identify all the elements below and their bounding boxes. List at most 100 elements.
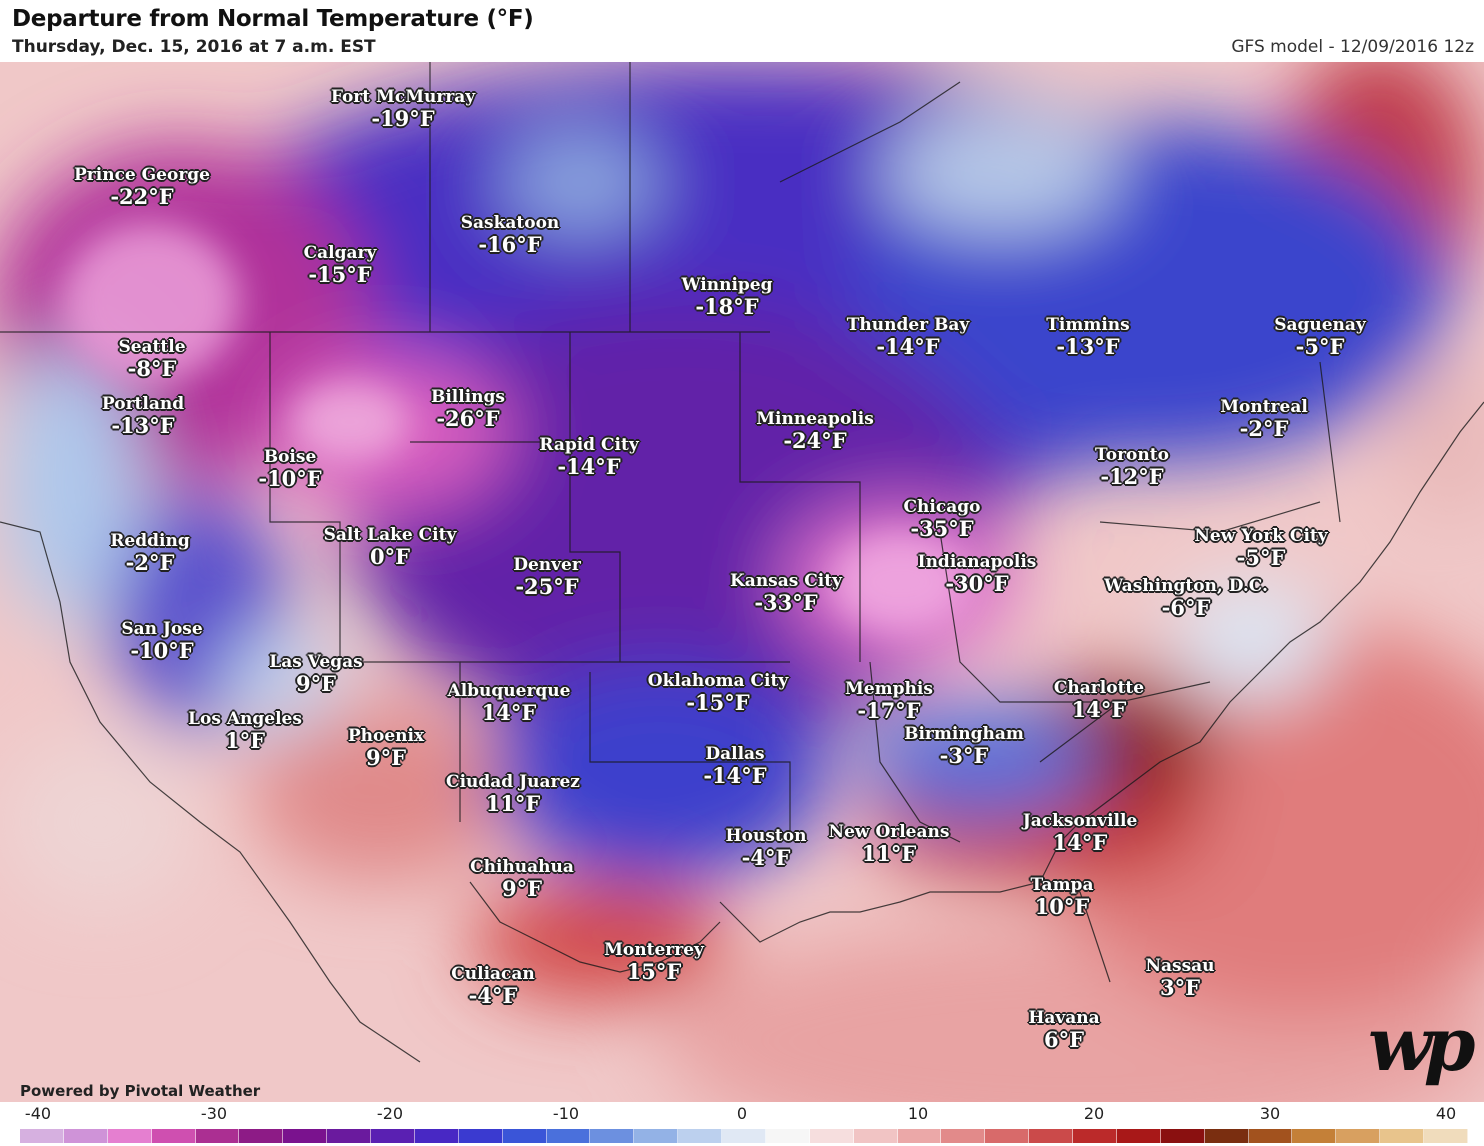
temperature-anomaly-value: -24°F bbox=[783, 428, 847, 453]
scale-tick-label: 0 bbox=[736, 1104, 748, 1123]
temperature-anomaly-value: -3°F bbox=[939, 743, 989, 768]
temperature-anomaly-value: -22°F bbox=[110, 184, 174, 209]
city-label: Montreal -2°F bbox=[1220, 398, 1308, 441]
temperature-anomaly-value: -4°F bbox=[741, 845, 791, 870]
city-label: Billings -26°F bbox=[431, 388, 505, 431]
scale-swatch bbox=[1073, 1129, 1117, 1143]
city-label: San Jose -10°F bbox=[121, 620, 202, 663]
scale-swatch bbox=[1204, 1129, 1249, 1143]
city-name: Ciudad Juarez bbox=[446, 772, 580, 792]
scale-swatch bbox=[1160, 1129, 1205, 1143]
city-label: Los Angeles 1°F bbox=[188, 710, 302, 753]
map-title: Departure from Normal Temperature (°F) bbox=[12, 6, 534, 32]
city-name: Rapid City bbox=[539, 435, 639, 455]
city-name: Kansas City bbox=[730, 571, 842, 591]
scale-swatch bbox=[239, 1129, 284, 1143]
city-name: Thunder Bay bbox=[846, 315, 970, 335]
city-label: Monterrey 15°F bbox=[604, 941, 704, 984]
city-name: Birmingham bbox=[904, 724, 1024, 744]
city-label: Portland -13°F bbox=[102, 395, 184, 438]
city-name: San Jose bbox=[121, 619, 203, 639]
powered-by-credit: Powered by Pivotal Weather bbox=[20, 1082, 261, 1100]
city-name: Calgary bbox=[303, 243, 377, 263]
temperature-anomaly-value: -25°F bbox=[515, 574, 579, 599]
city-label: Las Vegas 9°F bbox=[269, 653, 362, 696]
map-header: Departure from Normal Temperature (°F) T… bbox=[0, 0, 1484, 62]
city-name: Saguenay bbox=[1274, 315, 1366, 335]
temperature-anomaly-value: -15°F bbox=[308, 262, 372, 287]
city-name: Redding bbox=[110, 531, 190, 551]
city-label: Ciudad Juarez 11°F bbox=[446, 773, 580, 816]
scale-swatch bbox=[1292, 1129, 1337, 1143]
scale-tick-label: -20 bbox=[376, 1104, 404, 1123]
color-scale-bar bbox=[20, 1129, 1468, 1143]
scale-swatch bbox=[722, 1129, 766, 1143]
city-name: Denver bbox=[513, 555, 581, 575]
scale-swatch bbox=[809, 1129, 854, 1143]
city-name: Toronto bbox=[1095, 445, 1169, 465]
scale-swatch bbox=[283, 1129, 328, 1143]
city-label: Houston -4°F bbox=[726, 827, 807, 870]
temperature-anomaly-value: -10°F bbox=[258, 466, 322, 491]
city-name: Montreal bbox=[1220, 397, 1308, 417]
scale-swatch bbox=[1116, 1129, 1161, 1143]
color-scale-legend: -40 -30 -20 -10 0 10 20 30 40 bbox=[0, 1102, 1484, 1146]
city-name: Los Angeles bbox=[188, 709, 302, 729]
temperature-anomaly-value: -2°F bbox=[1239, 416, 1289, 441]
temperature-anomaly-value: -13°F bbox=[111, 413, 175, 438]
temperature-anomaly-value: -14°F bbox=[703, 763, 767, 788]
temperature-anomaly-value: 14°F bbox=[1071, 697, 1127, 722]
city-label: Tampa 10°F bbox=[1031, 876, 1094, 919]
temperature-anomaly-value: -8°F bbox=[127, 356, 177, 381]
city-label: Dallas -14°F bbox=[703, 745, 766, 788]
temperature-anomaly-value: 3°F bbox=[1159, 975, 1201, 1000]
temperature-anomaly-value: -26°F bbox=[436, 406, 500, 431]
temperature-anomaly-value: -5°F bbox=[1236, 545, 1286, 570]
scale-swatch bbox=[63, 1129, 108, 1143]
city-name: Minneapolis bbox=[756, 409, 874, 429]
model-run-label: GFS model - 12/09/2016 12z bbox=[1231, 37, 1474, 57]
city-label: Rapid City -14°F bbox=[539, 436, 638, 479]
city-name: Portland bbox=[101, 394, 185, 414]
temperature-anomaly-value: -6°F bbox=[1161, 595, 1211, 620]
city-label: Jacksonville 14°F bbox=[1023, 812, 1138, 855]
scale-tick-label: -40 bbox=[24, 1104, 52, 1123]
city-label: Timmins -13°F bbox=[1046, 316, 1129, 359]
city-label: Toronto -12°F bbox=[1095, 446, 1169, 489]
city-label: Fort McMurray -19°F bbox=[331, 88, 475, 131]
city-label: Calgary -15°F bbox=[304, 244, 377, 287]
temperature-anomaly-value: -12°F bbox=[1100, 464, 1164, 489]
city-name: Timmins bbox=[1046, 315, 1130, 335]
temperature-anomaly-value: 14°F bbox=[1052, 830, 1108, 855]
city-name: Prince George bbox=[74, 165, 210, 185]
city-name: Fort McMurray bbox=[330, 87, 476, 107]
scale-tick-label: -10 bbox=[552, 1104, 580, 1123]
anomaly-core bbox=[60, 222, 970, 632]
city-label: Chicago -35°F bbox=[904, 498, 981, 541]
city-label: New Orleans 11°F bbox=[829, 823, 950, 866]
temperature-anomaly-value: -33°F bbox=[754, 590, 818, 615]
scale-swatch bbox=[1424, 1129, 1468, 1143]
scale-swatch bbox=[371, 1129, 415, 1143]
city-label: Winnipeg -18°F bbox=[681, 276, 772, 319]
city-name: Phoenix bbox=[347, 726, 425, 746]
city-name: Seattle bbox=[118, 337, 186, 357]
city-name: Memphis bbox=[845, 679, 933, 699]
city-name: Boise bbox=[263, 447, 317, 467]
scale-tick-label: 30 bbox=[1259, 1104, 1281, 1123]
city-label: Washington, D.C. -6°F bbox=[1104, 577, 1268, 620]
temperature-anomaly-value: -15°F bbox=[686, 690, 750, 715]
temperature-anomaly-value: -14°F bbox=[876, 334, 940, 359]
city-name: Charlotte bbox=[1053, 678, 1145, 698]
boundaries bbox=[0, 62, 1484, 1063]
temperature-anomaly-value: 9°F bbox=[295, 671, 337, 696]
scale-tick-label: 20 bbox=[1083, 1104, 1105, 1123]
city-name: Dallas bbox=[705, 744, 765, 764]
scale-tick-label: 40 bbox=[1435, 1104, 1457, 1123]
city-name: Salt Lake City bbox=[323, 525, 457, 545]
scale-swatch bbox=[502, 1129, 547, 1143]
city-label: Oklahoma City -15°F bbox=[648, 672, 788, 715]
city-label: Memphis -17°F bbox=[845, 680, 933, 723]
city-label: Phoenix 9°F bbox=[348, 727, 424, 770]
city-label: Saguenay -5°F bbox=[1274, 316, 1366, 359]
